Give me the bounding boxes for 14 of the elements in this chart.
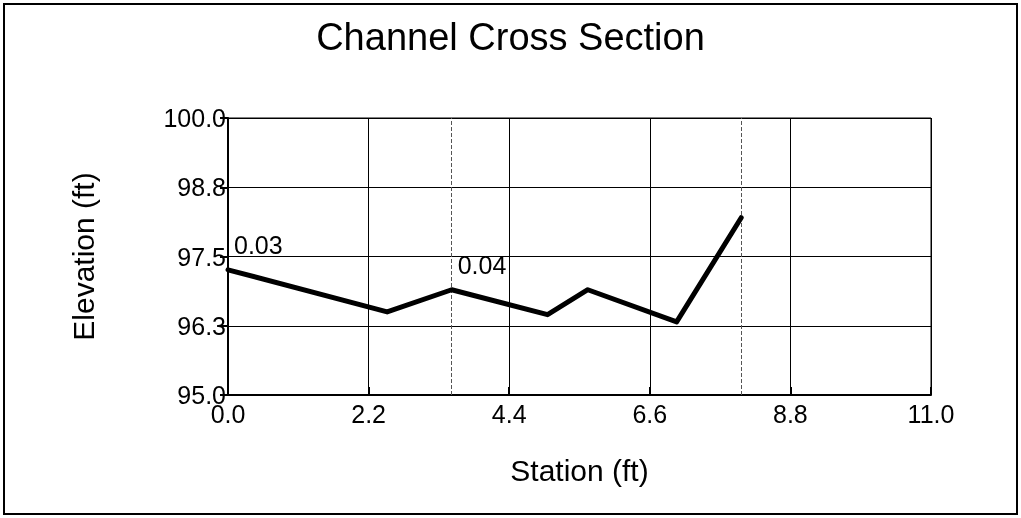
y-axis-title: Elevation (ft)	[66, 172, 100, 341]
y-tick-label: 100.0	[163, 104, 226, 132]
x-tick-label: 6.6	[632, 399, 668, 428]
x-tick-label: 4.4	[491, 399, 527, 428]
y-tick-label: 96.3	[177, 311, 226, 340]
x-tick-label: 11.0	[907, 399, 955, 428]
y-tick-label: 98.8	[177, 173, 226, 202]
x-tick-label: 8.8	[773, 399, 808, 428]
y-tick-label: 97.5	[177, 242, 226, 271]
annotation: 0.03	[234, 231, 283, 260]
chart-title: Channel Cross Section	[316, 16, 705, 58]
annotation: 0.04	[457, 251, 507, 280]
x-tick-label: 2.2	[351, 399, 386, 428]
x-axis-title: Station (ft)	[510, 453, 649, 487]
